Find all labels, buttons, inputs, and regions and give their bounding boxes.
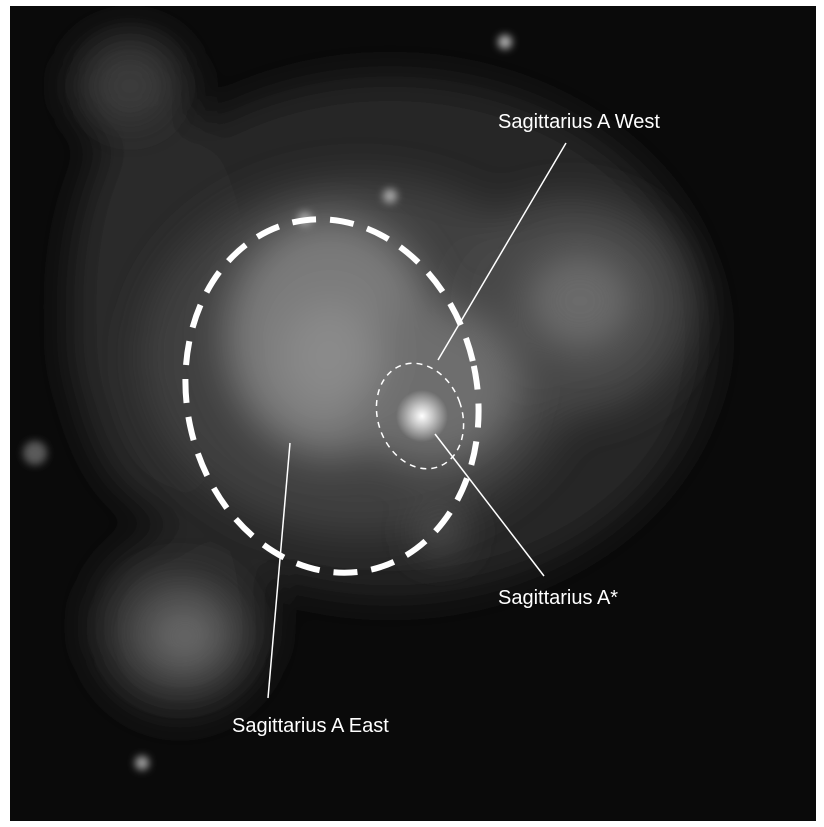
label-sagittarius-a-east: Sagittarius A East xyxy=(232,715,389,737)
east-leader-line xyxy=(267,442,291,699)
label-sagittarius-a-star: Sagittarius A* xyxy=(498,587,619,609)
xray-image xyxy=(23,31,710,770)
sgr-a-star-source xyxy=(396,390,448,442)
star-leader-line xyxy=(434,433,545,577)
sgr-a-west-outline xyxy=(375,362,465,470)
west-leader-line xyxy=(437,142,567,361)
sgr-a-east-outline xyxy=(182,216,482,576)
point-sources xyxy=(23,35,512,770)
astronomy-image-frame: Sagittarius A West Sagittarius A* Sagitt… xyxy=(10,6,816,821)
label-sagittarius-a-west: Sagittarius A West xyxy=(498,111,660,133)
core-emission xyxy=(150,216,635,666)
